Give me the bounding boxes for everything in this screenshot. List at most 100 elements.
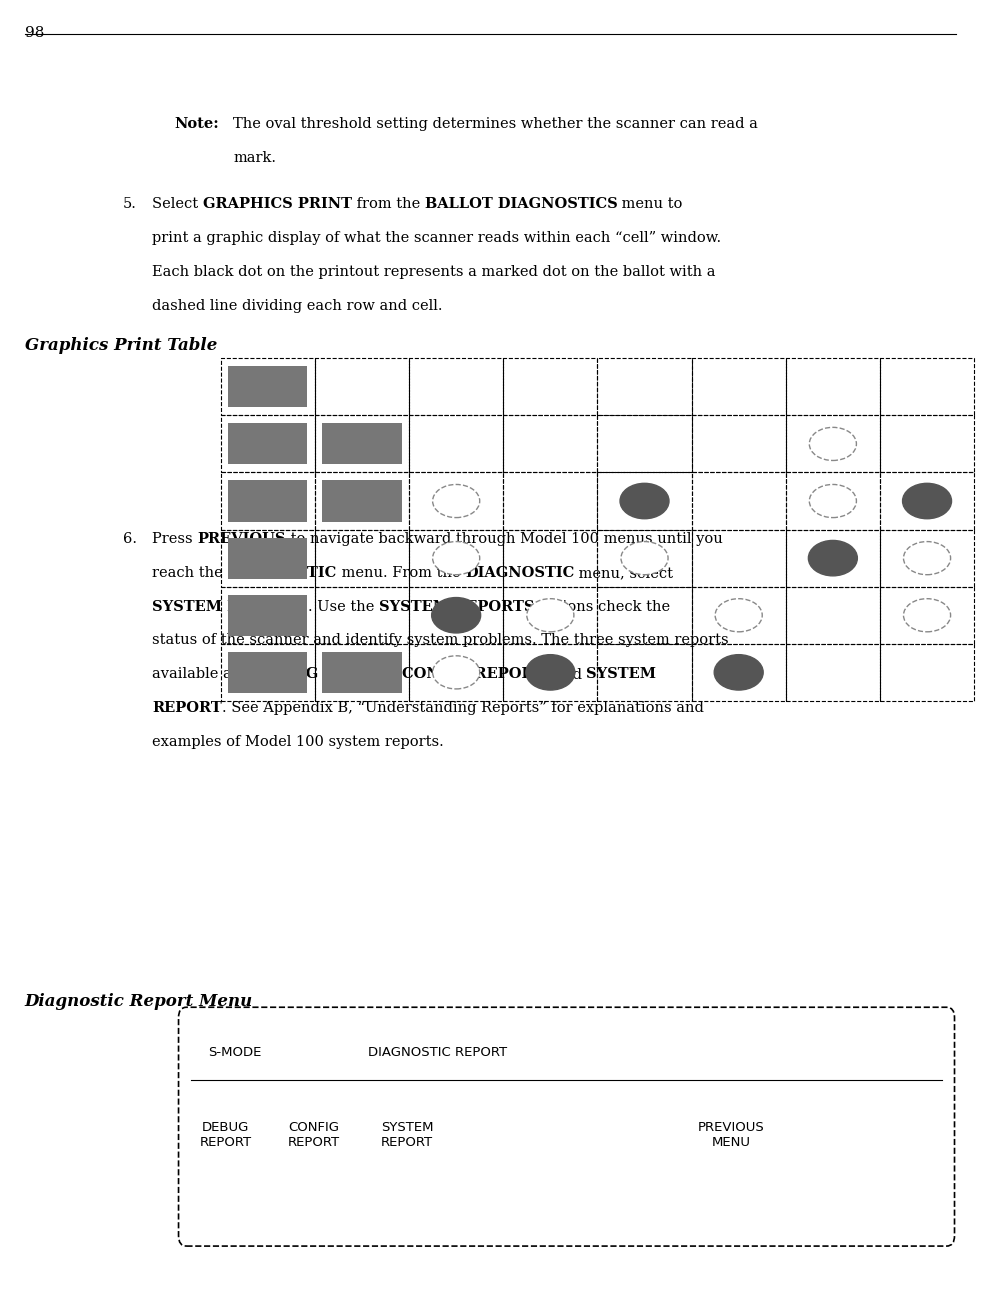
Bar [597,530,692,587]
Bar [229,537,307,579]
Bar [880,530,974,587]
Bar [315,644,409,701]
Text: to navigate backward through Model 100 menus until you: to navigate backward through Model 100 m… [285,532,723,546]
Bar [786,358,880,415]
Bar [692,587,786,644]
Text: S-MODE: S-MODE [208,1046,261,1059]
Bar [315,415,409,472]
Bar [229,594,307,636]
Bar [229,652,307,693]
Bar [503,644,597,701]
Bar [597,415,692,472]
Text: examples of Model 100 system reports.: examples of Model 100 system reports. [152,735,443,749]
Text: DIAGNOSTIC: DIAGNOSTIC [228,566,336,580]
Bar [597,587,692,644]
Text: PREVIOUS: PREVIOUS [197,532,285,546]
Bar [409,472,503,530]
Bar [409,415,503,472]
Bar [880,358,974,415]
Ellipse shape [714,654,763,691]
Text: 98: 98 [25,26,44,40]
Ellipse shape [432,597,481,633]
Text: 5.: 5. [123,197,136,212]
Text: SYSTEM
REPORT: SYSTEM REPORT [381,1121,434,1150]
Text: mark.: mark. [233,151,277,165]
Text: CONFIG
REPORT: CONFIG REPORT [287,1121,340,1150]
Text: SYSTEM REPORTS: SYSTEM REPORTS [152,600,308,614]
Text: menu, select: menu, select [574,566,673,580]
Bar [409,644,503,701]
Bar [786,472,880,530]
Bar [597,472,692,530]
Bar [597,644,692,701]
Ellipse shape [809,427,856,461]
Bar [880,644,974,701]
Ellipse shape [904,541,951,575]
Bar [315,472,409,530]
Bar [221,358,315,415]
Bar [221,587,315,644]
Text: CONFIG REPORT: CONFIG REPORT [402,667,544,681]
Ellipse shape [527,598,574,632]
Bar [503,530,597,587]
Bar [409,530,503,587]
Ellipse shape [433,655,480,689]
Text: GRAPHICS PRINT: GRAPHICS PRINT [203,197,352,212]
Text: Note:: Note: [175,117,220,131]
Bar [880,472,974,530]
Text: ,: , [393,667,402,681]
Text: SYSTEM REPORTS: SYSTEM REPORTS [379,600,534,614]
Text: DEBUG REPORT: DEBUG REPORT [257,667,393,681]
Bar [409,587,503,644]
Bar [597,358,692,415]
Bar [409,358,503,415]
Ellipse shape [715,598,762,632]
Bar [692,358,786,415]
Bar [692,530,786,587]
Bar [503,587,597,644]
Text: Diagnostic Report Menu: Diagnostic Report Menu [25,993,253,1010]
Text: reach the: reach the [152,566,228,580]
Bar [323,652,401,693]
Ellipse shape [903,483,952,519]
Text: 6.: 6. [123,532,136,546]
Text: Each black dot on the printout represents a marked dot on the ballot with a: Each black dot on the printout represent… [152,265,715,279]
Text: PREVIOUS
MENU: PREVIOUS MENU [697,1121,764,1150]
Ellipse shape [809,484,856,518]
Bar [786,587,880,644]
Bar [315,587,409,644]
Bar [786,530,880,587]
Bar [229,366,307,408]
Bar [323,480,401,522]
Bar [221,644,315,701]
Bar [880,587,974,644]
Bar [221,415,315,472]
Bar [221,472,315,530]
Text: , and: , and [544,667,587,681]
Bar [786,644,880,701]
Text: Press: Press [152,532,197,546]
Text: . Use the: . Use the [308,600,379,614]
Bar [221,530,315,587]
Text: status of the scanner and identify system problems. The three system reports: status of the scanner and identify syste… [152,633,729,648]
Ellipse shape [433,541,480,575]
Bar [229,423,307,465]
Bar [315,358,409,415]
Ellipse shape [433,484,480,518]
Text: BALLOT DIAGNOSTICS: BALLOT DIAGNOSTICS [425,197,617,212]
Ellipse shape [620,483,669,519]
Bar [323,423,401,465]
Ellipse shape [526,654,575,691]
Text: menu to: menu to [617,197,683,212]
Bar [692,644,786,701]
Text: dashed line dividing each row and cell.: dashed line dividing each row and cell. [152,299,442,313]
Text: menu. From the: menu. From the [336,566,465,580]
FancyBboxPatch shape [179,1007,955,1246]
Bar [692,472,786,530]
Text: from the: from the [352,197,425,212]
Text: options check the: options check the [534,600,670,614]
Ellipse shape [808,540,857,576]
Bar [692,415,786,472]
Text: REPORT: REPORT [152,701,222,715]
Bar [229,480,307,522]
